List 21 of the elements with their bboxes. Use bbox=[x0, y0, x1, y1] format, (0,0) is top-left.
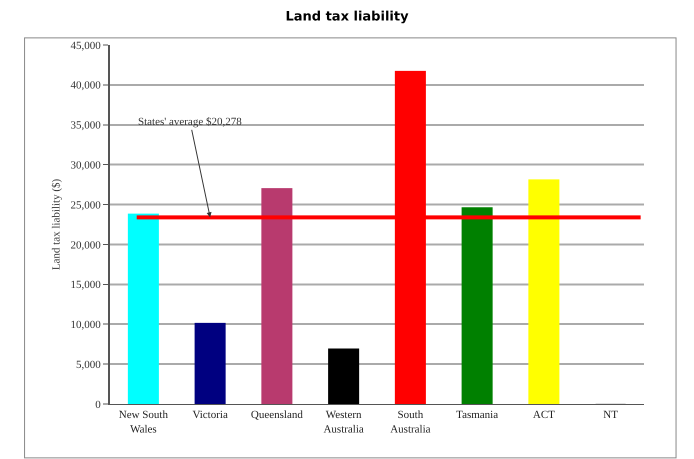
x-tick-label: ACT bbox=[532, 409, 556, 422]
y-tick-label: 10,000 bbox=[70, 319, 102, 332]
x-tick-label: New South Wales bbox=[118, 409, 168, 436]
y-tick-label: 25,000 bbox=[70, 199, 102, 212]
ref-line-label: States' average $20,278 bbox=[138, 116, 242, 128]
x-tick-label: Victoria bbox=[192, 409, 228, 422]
y-tick-label: 20,000 bbox=[70, 239, 102, 252]
x-tick-label: NT bbox=[603, 409, 618, 422]
x-tick-label: Tasmania bbox=[456, 409, 498, 422]
chart-title: Land tax liability bbox=[285, 10, 410, 25]
x-tick-label: Western Australia bbox=[323, 409, 364, 436]
y-tick-label: 45,000 bbox=[70, 40, 102, 52]
x-tick-label: South Australia bbox=[390, 409, 431, 436]
y-axis-title: Land tax liability ($) bbox=[50, 178, 63, 270]
y-tick-label: 15,000 bbox=[70, 279, 102, 292]
x-tick-label: Queensland bbox=[250, 409, 304, 422]
y-tick-label: 5,000 bbox=[76, 358, 102, 371]
y-tick-label: 35,000 bbox=[70, 120, 102, 132]
y-tick-label: 0 bbox=[95, 398, 102, 411]
y-tick-label: 30,000 bbox=[70, 160, 102, 172]
y-tick-label: 40,000 bbox=[70, 80, 102, 92]
